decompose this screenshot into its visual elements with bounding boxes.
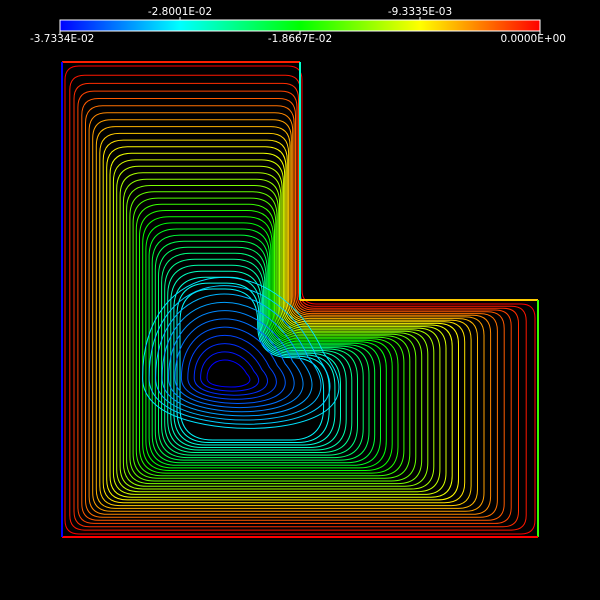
colorbar-label-q3: -9.3335E-03 [388, 6, 452, 18]
contour-line [129, 191, 417, 482]
contour-line [151, 234, 376, 464]
contour-line [161, 301, 313, 417]
contour-line [102, 139, 466, 504]
contour-line [155, 293, 322, 421]
contour-line [154, 240, 370, 461]
contour-line [161, 252, 358, 456]
domain-boundary [61, 61, 539, 538]
contour-line [116, 165, 441, 493]
colorbar-label-mid: -1.8667E-02 [268, 33, 332, 45]
contour-line [139, 210, 399, 474]
contour-line [148, 228, 381, 466]
colorbar-label-q1: -2.8001E-02 [148, 6, 212, 18]
contour-line [167, 264, 347, 451]
contour-line [135, 203, 405, 477]
colorbar-bar [59, 19, 541, 32]
contour-line [174, 318, 295, 408]
contour-line [126, 185, 423, 485]
contour-line [92, 119, 485, 512]
contour-line [180, 326, 286, 404]
contour-lines [64, 65, 536, 535]
contour-line [142, 276, 340, 429]
contour-line [119, 172, 435, 490]
contour-line [112, 159, 447, 495]
contour-line [88, 112, 492, 515]
contour-line [193, 343, 269, 396]
colorbar-label-min: -3.7334E-02 [30, 33, 94, 45]
contour-line [176, 282, 330, 443]
contour-line [64, 65, 536, 535]
contour-line [158, 246, 364, 459]
contour-line [142, 216, 393, 471]
contour-line [77, 90, 512, 524]
colorbar-label-max: 0.0000E+00 [500, 33, 566, 45]
contour-line [122, 178, 429, 487]
contour-line [170, 270, 341, 448]
contour-line [106, 146, 459, 501]
contour-line [200, 351, 260, 392]
contour-line [99, 132, 472, 507]
contour-line [81, 98, 505, 521]
colorbar: -2.8001E-02 -9.3335E-03 -3.7334E-02 -1.8… [30, 6, 566, 45]
contour-line [206, 359, 251, 388]
contour-line [148, 285, 331, 425]
contour-line [132, 197, 411, 479]
contour-line [69, 74, 527, 531]
contour-line [109, 152, 453, 498]
contour-line [164, 258, 353, 453]
contour-line [95, 126, 478, 509]
contour-line [187, 334, 277, 400]
contour-line [168, 310, 304, 413]
contour-line [85, 105, 498, 518]
contour-line [73, 82, 519, 528]
contour-line [145, 222, 387, 469]
